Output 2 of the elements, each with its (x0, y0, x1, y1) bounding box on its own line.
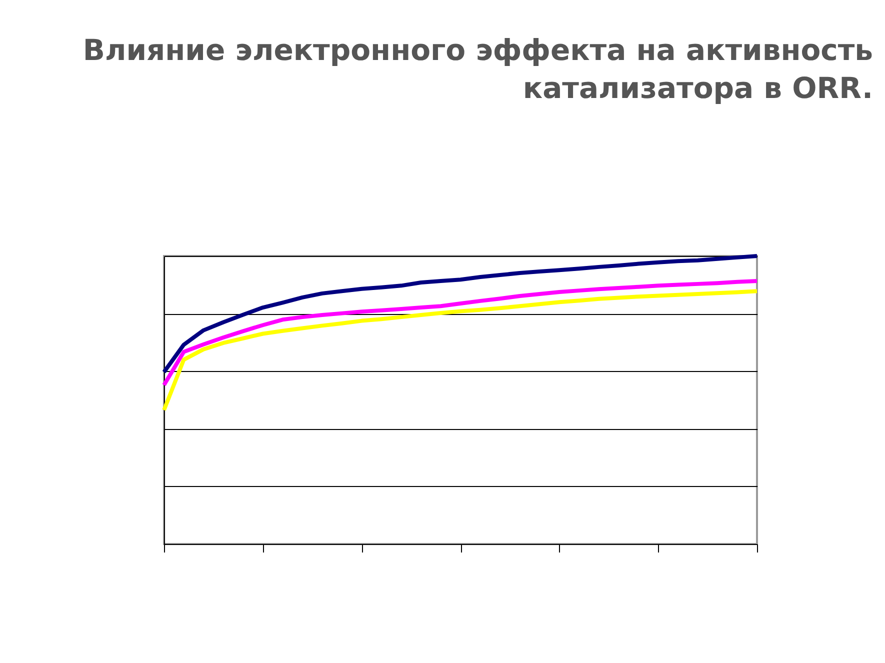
text: катализатора в ORR. (522, 71, 873, 105)
text: Влияние электронного эффекта на активность (82, 33, 873, 67)
